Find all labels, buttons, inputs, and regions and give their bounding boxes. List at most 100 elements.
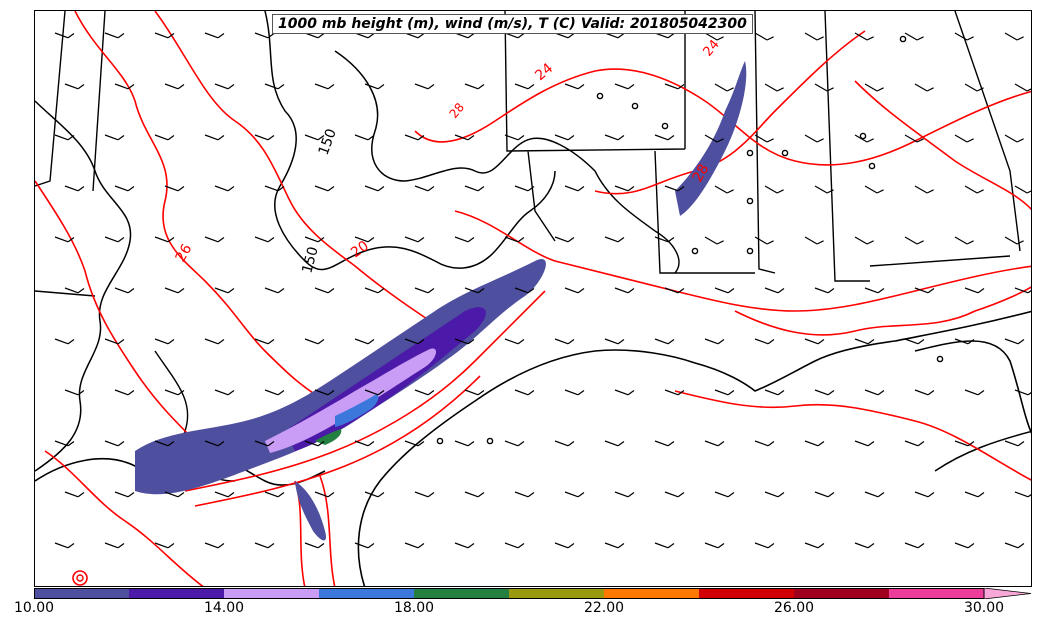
calm-wind-marker [859, 132, 867, 140]
temperature-contour [194, 375, 481, 507]
wind-barb [904, 542, 925, 549]
wind-barb [604, 338, 625, 345]
height-contour [264, 11, 556, 271]
wind-barb [454, 134, 475, 141]
wind-barb [704, 32, 724, 41]
wind-barb [1004, 440, 1025, 447]
wind-barb [854, 338, 875, 345]
wind-barb [314, 83, 335, 90]
wind-barb [1004, 542, 1025, 549]
wind-barb [464, 491, 485, 498]
wind-barb [614, 83, 635, 90]
temperature-contour-label: 28 [690, 162, 713, 185]
wind-barb [354, 236, 375, 243]
wind-barb [864, 491, 885, 498]
wind-barb [504, 440, 525, 447]
wind-barb [864, 185, 884, 194]
wind-barb [704, 440, 725, 447]
wind-barb [754, 236, 774, 245]
temperature-contour [35, 180, 196, 442]
wind-barb [814, 83, 834, 92]
wind-barb [564, 83, 585, 90]
wind-barb [954, 338, 975, 345]
calm-wind-marker [661, 122, 669, 130]
weather-map: 26 24 28 20 24 28 150 150 [35, 11, 1031, 586]
colorbar-tick-label: 14.00 [203, 600, 245, 616]
wind-barb [64, 185, 85, 192]
state-borders [35, 11, 1021, 297]
calm-wind-marker [868, 162, 876, 170]
shaded-region [295, 481, 326, 541]
wind-barb [764, 83, 784, 92]
wind-barb [964, 185, 984, 194]
temperature-contour [184, 290, 546, 492]
wind-barb [554, 440, 575, 447]
wind-barb [804, 32, 824, 41]
wind-barb [164, 287, 185, 294]
temperature-contour [674, 390, 1031, 481]
map-panel: 26 24 28 20 24 28 150 150 [34, 10, 1032, 587]
wind-barb [654, 338, 675, 345]
temperature-contour [154, 11, 446, 332]
wind-barb [804, 338, 825, 345]
wind-barb [104, 440, 125, 447]
wind-barb [54, 32, 75, 39]
wind-barb [814, 185, 834, 194]
wind-barb [854, 542, 875, 549]
wind-barb [554, 134, 575, 141]
wind-barb [964, 287, 985, 294]
wind-barb [264, 185, 285, 192]
wind-barb [714, 491, 735, 498]
wind-barb [664, 185, 685, 192]
wind-barb [204, 440, 225, 447]
wind-barb [804, 440, 825, 447]
wind-barb [804, 542, 825, 549]
wind-barb [754, 440, 775, 447]
wind-barb [254, 236, 275, 243]
colorbar-bin [319, 588, 414, 599]
wind-barb [664, 389, 685, 396]
wind-barb [804, 134, 824, 143]
wind-barb [854, 236, 874, 245]
wind-barb [414, 185, 435, 192]
wind-barb [114, 287, 135, 294]
wind-barb [454, 338, 475, 345]
wind-barb [614, 491, 635, 498]
wind-barb [404, 338, 425, 345]
yucatan-coast [934, 430, 1031, 472]
wind-barb [854, 134, 874, 143]
wind-barb [604, 134, 625, 141]
calm-wind-marker [899, 35, 907, 43]
wind-barb [54, 440, 75, 447]
wind-barb [204, 236, 225, 243]
florida-coast [914, 340, 1031, 434]
wind-barb [704, 134, 724, 143]
wind-barb-field [54, 32, 1031, 549]
wind-barb [304, 134, 325, 141]
wind-barb [214, 389, 235, 396]
wind-barb [814, 491, 835, 498]
colorbar-bin [34, 588, 129, 599]
wind-barb [914, 83, 934, 92]
wind-barb [414, 83, 435, 90]
height-contour-label: 150 [299, 245, 321, 275]
wind-barb [314, 491, 335, 498]
colorbar-bin [129, 588, 224, 599]
wind-barb [464, 287, 485, 294]
wind-barb [904, 32, 924, 41]
calm-wind-marker [746, 247, 754, 255]
colorbar-extend-arrow [983, 588, 1032, 599]
wind-barb [364, 83, 385, 90]
temperature-contour-label: 24 [532, 60, 556, 84]
temperature-contour [854, 80, 1031, 211]
wind-barb [904, 440, 925, 447]
temperature-contour [72, 570, 88, 586]
wind-barb [1004, 236, 1024, 245]
wind-barb [254, 338, 275, 345]
wind-barb [504, 338, 525, 345]
wind-barb [1004, 134, 1024, 143]
wind-barb [64, 389, 85, 396]
wind-barb [314, 389, 335, 396]
wind-barb [664, 287, 685, 294]
calm-wind-marker [486, 437, 494, 445]
